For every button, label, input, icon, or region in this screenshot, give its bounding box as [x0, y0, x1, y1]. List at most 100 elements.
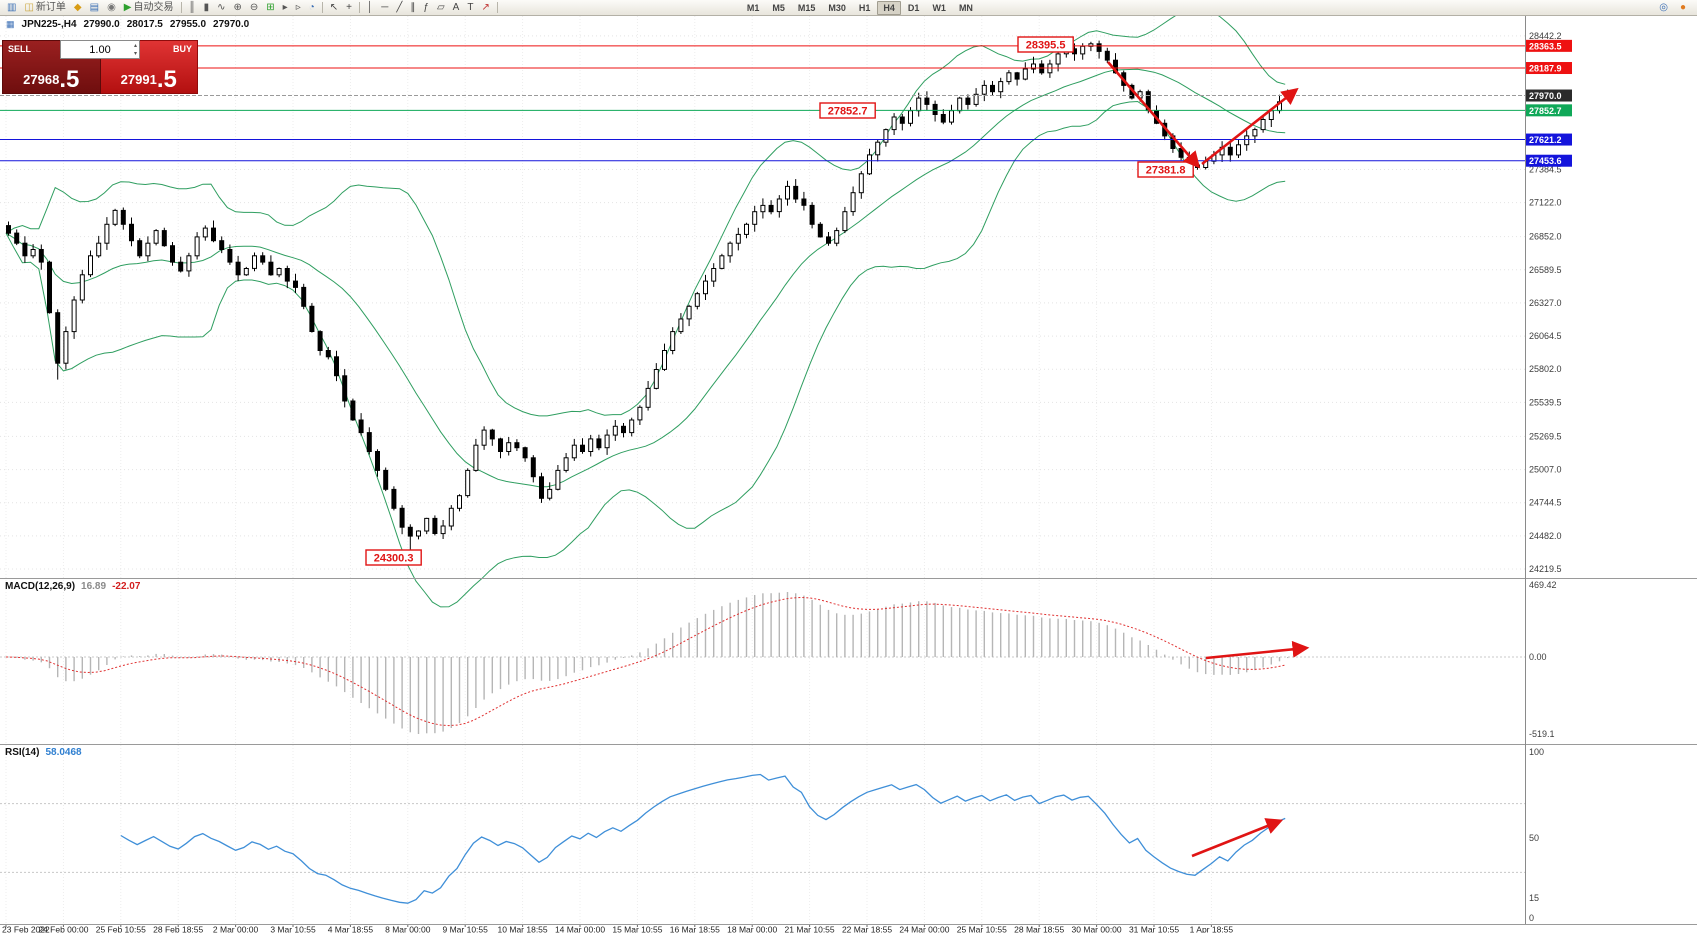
svg-text:27381.8: 27381.8 — [1146, 165, 1186, 177]
macd-signal-value: -22.07 — [112, 581, 141, 592]
buy-price: 27991.5 — [120, 66, 177, 93]
symbol-period: JPN225-,H4 — [21, 19, 77, 30]
auto-scroll-icon[interactable]: ▸ — [282, 1, 288, 13]
svg-text:25 Mar 10:55: 25 Mar 10:55 — [957, 925, 1007, 933]
channel-icon[interactable]: ∥ — [410, 1, 416, 13]
ohlc-open: 27990.0 — [83, 19, 120, 30]
fibonacci-icon[interactable]: ƒ — [423, 1, 429, 13]
toolbar-separator — [321, 2, 323, 13]
timeframe-h4[interactable]: H4 — [877, 0, 901, 15]
svg-text:24219.5: 24219.5 — [1529, 564, 1562, 574]
tile-windows-icon[interactable]: ⊞ — [266, 1, 275, 13]
vertical-line-icon[interactable]: │ — [367, 1, 374, 13]
svg-text:28363.5: 28363.5 — [1529, 41, 1562, 51]
svg-text:28395.5: 28395.5 — [1026, 40, 1066, 52]
svg-text:22 Mar 18:55: 22 Mar 18:55 — [842, 925, 892, 933]
timeframe-m15[interactable]: M15 — [797, 2, 816, 13]
svg-text:28442.2: 28442.2 — [1529, 31, 1562, 41]
chart-annotations[interactable]: 28395.5 27852.7 27381.8 24300.3 — [365, 36, 1299, 566]
new-order-button[interactable]: ◫ 新订单 — [24, 1, 66, 13]
text-icon[interactable]: A — [452, 1, 460, 13]
timeframe-w1[interactable]: W1 — [932, 2, 946, 13]
svg-text:469.42: 469.42 — [1529, 580, 1557, 590]
candlestick-series — [6, 40, 1291, 558]
timeframe-d1[interactable]: D1 — [907, 2, 920, 13]
gold-icon[interactable]: ◆ — [73, 1, 82, 13]
svg-text:24482.0: 24482.0 — [1529, 531, 1562, 541]
svg-text:30 Mar 00:00: 30 Mar 00:00 — [1072, 925, 1122, 933]
price-axis[interactable]: 28442.2 27384.5 27122.0 26852.0 26589.5 26327… — [1526, 31, 1572, 574]
svg-text:10 Mar 18:55: 10 Mar 18:55 — [498, 925, 548, 933]
svg-text:27384.5: 27384.5 — [1529, 164, 1562, 174]
svg-text:14 Mar 00:00: 14 Mar 00:00 — [555, 925, 605, 933]
timeframe-m1[interactable]: M1 — [746, 2, 760, 13]
market-watch-icon[interactable]: ▤ — [89, 1, 100, 13]
panel-borders — [0, 16, 1697, 925]
autotrading-button[interactable]: ▶ 自动交易 — [123, 1, 174, 13]
chart-shift-icon[interactable]: ▹ — [295, 1, 301, 13]
svg-text:24 Feb 00:00: 24 Feb 00:00 — [38, 925, 88, 933]
horizontal-line-icon[interactable]: ─ — [381, 1, 389, 13]
svg-text:1 Apr 18:55: 1 Apr 18:55 — [1190, 925, 1234, 933]
grid — [0, 16, 1525, 924]
volume-input[interactable]: 1.00 ▴ ▾ — [60, 40, 140, 59]
crosshair-icon[interactable]: + — [346, 1, 353, 13]
svg-text:26589.5: 26589.5 — [1529, 265, 1562, 275]
ohlc-close: 27970.0 — [213, 19, 250, 30]
svg-text:15 Mar 10:55: 15 Mar 10:55 — [612, 925, 662, 933]
svg-text:27852.7: 27852.7 — [1529, 106, 1562, 116]
price-lines[interactable] — [0, 45, 1525, 162]
svg-text:28 Feb 18:55: 28 Feb 18:55 — [153, 925, 203, 933]
timeframe-m30[interactable]: M30 — [828, 2, 846, 13]
label-icon[interactable]: T — [467, 1, 474, 13]
svg-text:26852.0: 26852.0 — [1529, 232, 1562, 242]
svg-text:28187.9: 28187.9 — [1529, 64, 1562, 74]
main-toolbar: ▥ ◫ 新订单 ◆ ▤ ◉ ▶ 自动交易 ║ ▮ ∿ ⊕ ⊖ ⊞ ▸ ▹ ◔ ↖ + │ ─ ╱ ∥ ƒ ▱ A T ↗ M1 M5 M1… — [0, 0, 1697, 16]
sell-price: 27968.5 — [23, 66, 80, 93]
timeframe-m5[interactable]: M5 — [772, 2, 785, 13]
svg-text:31 Mar 10:55: 31 Mar 10:55 — [1129, 925, 1179, 933]
macd-panel: 469.42 0.00 -519.1 — [0, 580, 1557, 739]
search-icon[interactable]: ◎ — [1659, 1, 1668, 13]
cursor-icon[interactable]: ↖ — [329, 1, 339, 13]
svg-text:15: 15 — [1529, 893, 1539, 903]
svg-text:24300.3: 24300.3 — [374, 553, 414, 565]
svg-text:18 Mar 00:00: 18 Mar 00:00 — [727, 925, 777, 933]
toolbar-separator — [359, 2, 361, 13]
sell-label: SELL — [8, 44, 32, 54]
svg-text:28 Mar 18:55: 28 Mar 18:55 — [1014, 925, 1064, 933]
candle-chart-icon[interactable]: ▮ — [203, 1, 210, 13]
svg-text:26064.5: 26064.5 — [1529, 331, 1562, 341]
rsi-label: RSI(14) 58.0468 — [5, 747, 82, 758]
svg-text:25802.0: 25802.0 — [1529, 364, 1562, 374]
one-click-trading-panel: SELL 27968.5 BUY 27991.5 1.00 ▴ ▾ — [2, 40, 198, 94]
volume-value: 1.00 — [89, 43, 111, 56]
macd-label: MACD(12,26,9) 16.89 -22.07 — [5, 581, 140, 592]
zoom-in-icon[interactable]: ⊕ — [233, 1, 242, 13]
shapes-icon[interactable]: ▱ — [436, 1, 445, 13]
svg-text:0: 0 — [1529, 913, 1534, 923]
timeframe-h1[interactable]: H1 — [858, 2, 871, 13]
timeframe-mn[interactable]: MN — [958, 2, 973, 13]
svg-text:25 Feb 10:55: 25 Feb 10:55 — [96, 925, 146, 933]
rsi-panel: 100 50 15 0 — [0, 747, 1544, 923]
clock-icon[interactable]: ◔ — [308, 1, 315, 13]
arrow-tools-icon[interactable]: ↗ — [481, 1, 490, 13]
svg-text:21 Mar 10:55: 21 Mar 10:55 — [785, 925, 835, 933]
svg-text:100: 100 — [1529, 747, 1544, 757]
trendline-icon[interactable]: ╱ — [396, 1, 403, 13]
svg-text:26327.0: 26327.0 — [1529, 298, 1562, 308]
community-icon[interactable]: ● — [1679, 1, 1686, 13]
refresh-icon[interactable]: ◉ — [107, 1, 116, 13]
line-chart-icon[interactable]: ∿ — [217, 1, 226, 13]
volume-spinner[interactable]: ▴ ▾ — [133, 43, 137, 57]
bar-chart-icon[interactable]: ║ — [188, 1, 196, 13]
new-chart-icon[interactable]: ▥ — [7, 1, 17, 13]
zoom-out-icon[interactable]: ⊖ — [249, 1, 259, 13]
buy-label: BUY — [172, 44, 192, 54]
svg-text:27621.2: 27621.2 — [1529, 135, 1562, 145]
svg-text:25539.5: 25539.5 — [1529, 397, 1562, 407]
